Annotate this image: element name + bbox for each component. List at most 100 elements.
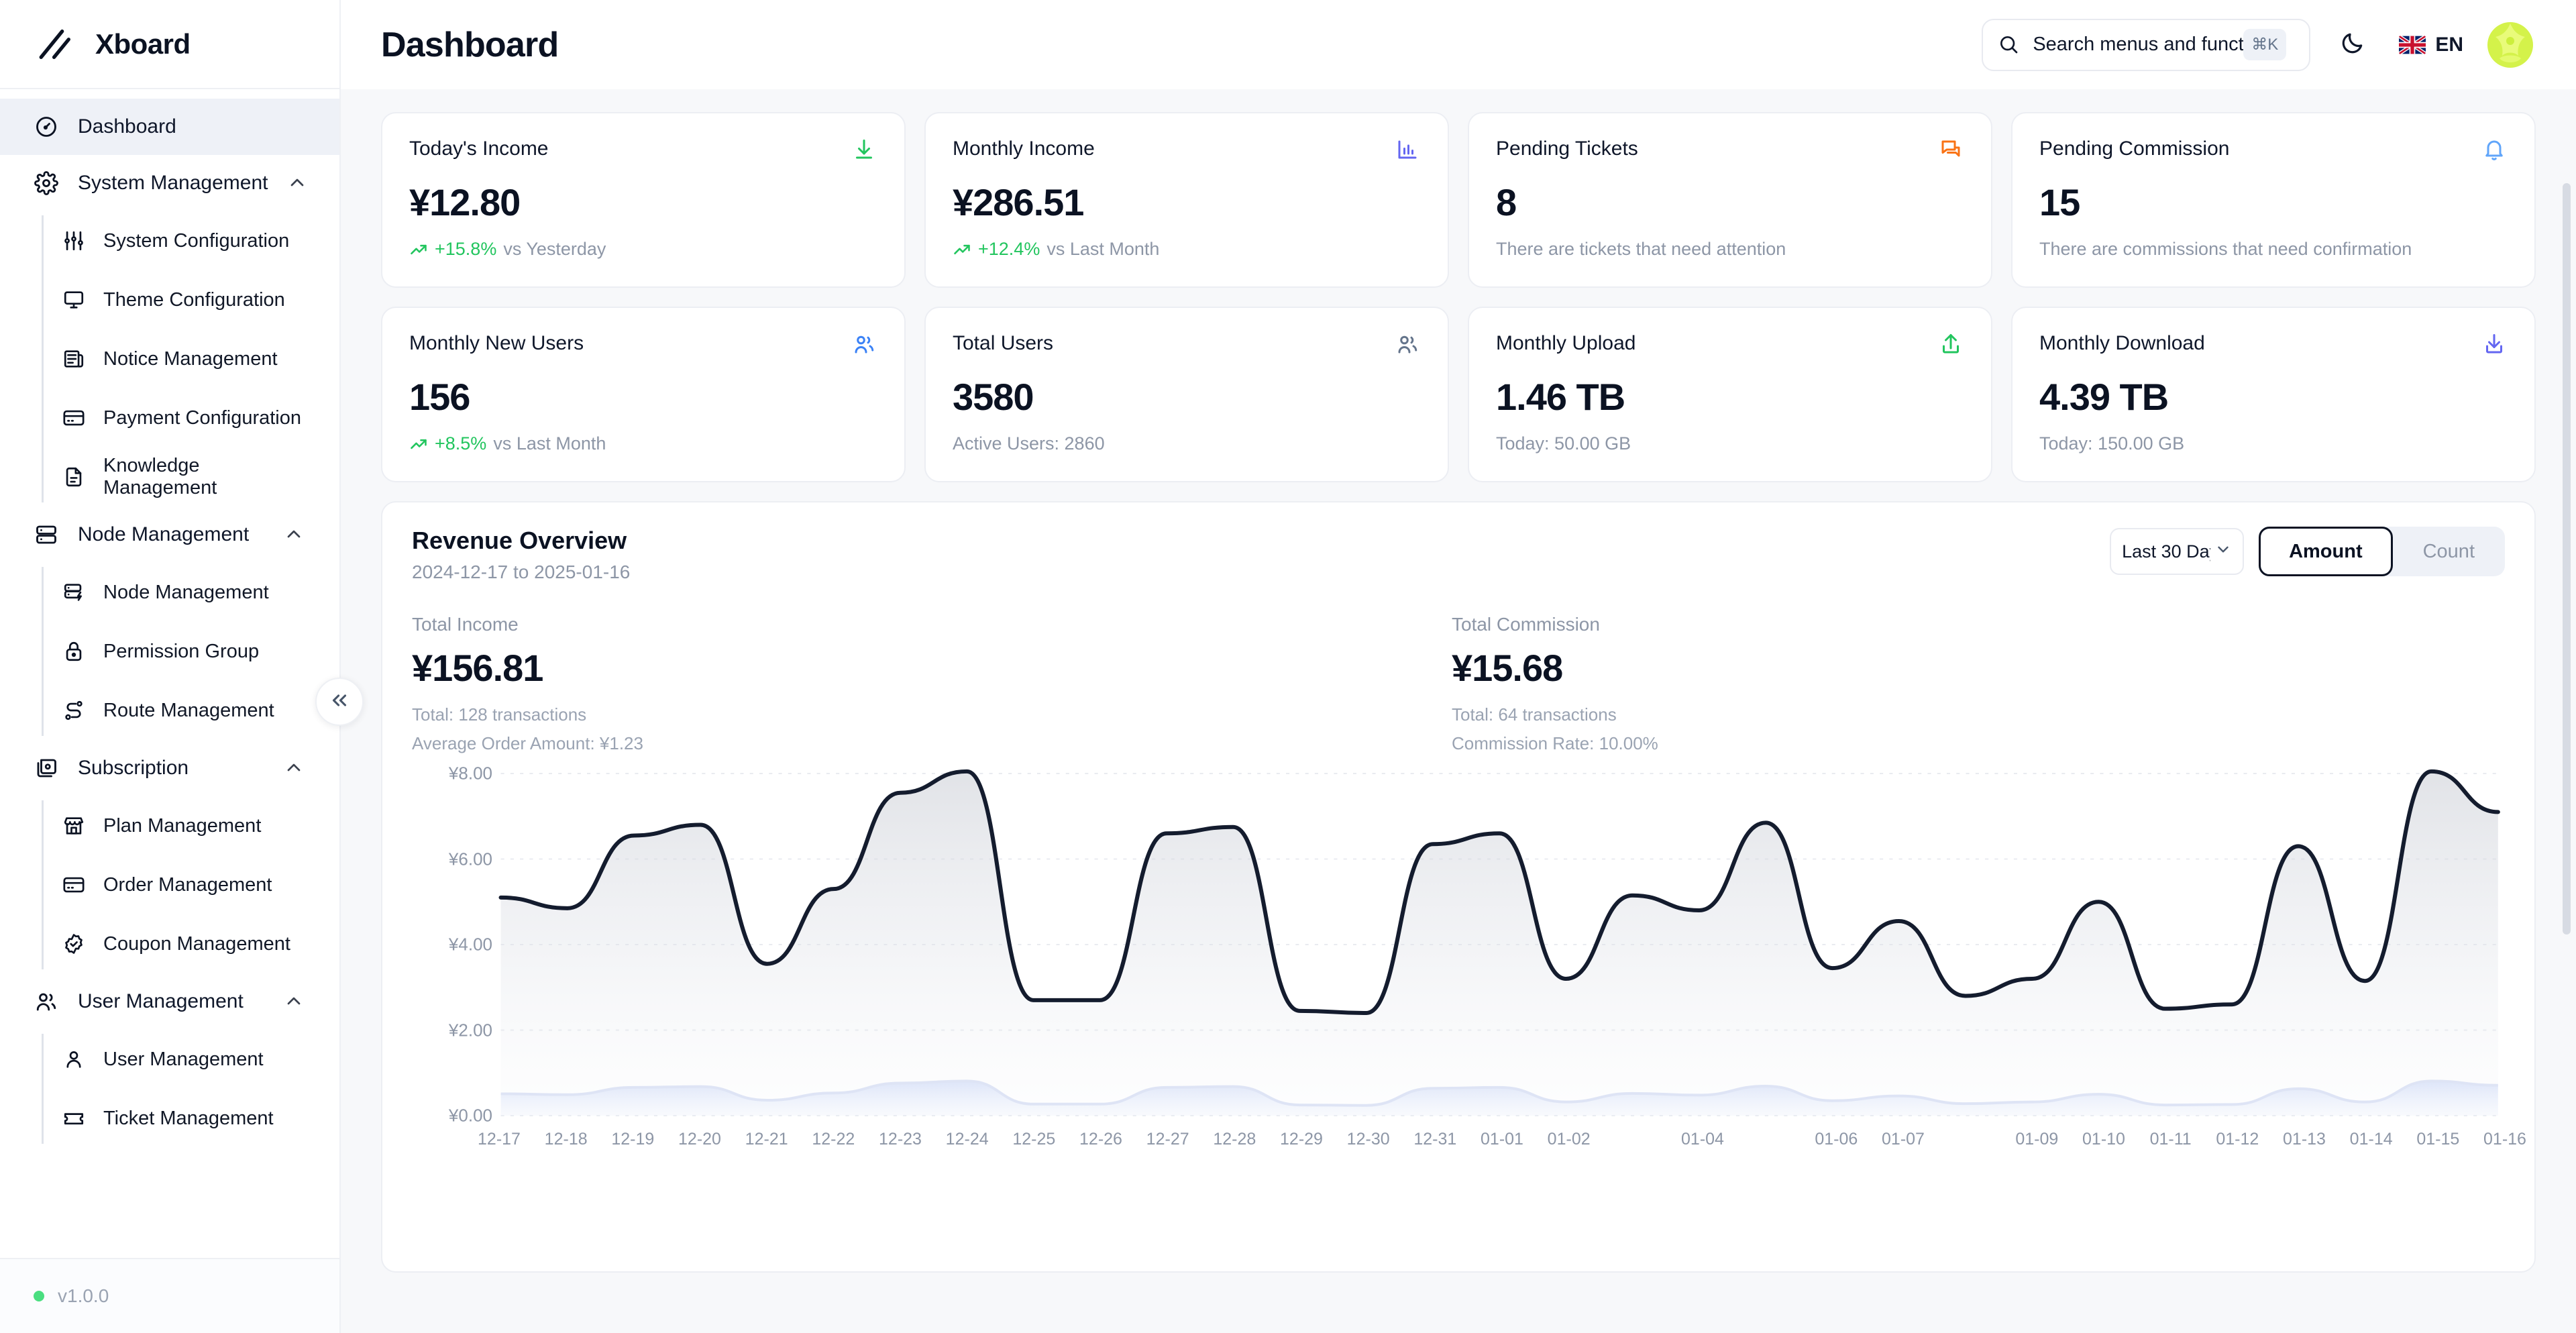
brand-name: Xboard: [95, 28, 191, 60]
trend-suffix: vs Yesterday: [503, 239, 606, 259]
chart-x-tick: 12-17: [478, 1130, 521, 1149]
range-select[interactable]: Last 30 Days: [2110, 528, 2245, 575]
card-value: 156: [409, 376, 470, 418]
sidebar-group-user-management[interactable]: User Management: [0, 973, 339, 1030]
stat-card-monthly-income[interactable]: Monthly Income ¥286.51 +12.4% vs Last Mo…: [924, 112, 1449, 288]
store-icon: [62, 814, 86, 838]
language-switcher[interactable]: EN: [2395, 34, 2467, 56]
revenue-totals: Total Income ¥156.81 Total: 128 transact…: [412, 614, 2505, 754]
lock-icon: [62, 639, 86, 663]
sidebar-item-payment-configuration[interactable]: Payment Configuration: [0, 388, 339, 447]
trend-suffix: vs Last Month: [493, 433, 606, 454]
sidebar-item-system-configuration[interactable]: System Configuration: [0, 211, 339, 270]
avatar[interactable]: [2486, 20, 2534, 69]
chart-x-tick: 01-11: [2149, 1130, 2192, 1149]
main-area: Dashboard Search menus and functions ⌘K: [341, 0, 2576, 1333]
sidebar-group-label: System Management: [78, 172, 268, 194]
card-subtext: There are tickets that need attention: [1496, 239, 1786, 259]
stat-card-total-users[interactable]: Total Users 3580 Active Users: 2860: [924, 307, 1449, 482]
badge-check-icon: [62, 932, 86, 956]
scrollbar-thumb[interactable]: [2563, 183, 2571, 935]
sidebar-group-system-management[interactable]: System Management: [0, 155, 339, 211]
trend-up-indicator: +8.5%: [409, 433, 486, 454]
card-value: ¥12.80: [409, 181, 521, 223]
chart-x-tick: 12-25: [1012, 1130, 1056, 1149]
tab-amount[interactable]: Amount: [2259, 527, 2393, 576]
revenue-date-range: 2024-12-17 to 2025-01-16: [412, 562, 631, 582]
sidebar-item-label: Dashboard: [78, 115, 176, 138]
stat-card-pending-tickets[interactable]: Pending Tickets 8 There are tickets that…: [1468, 112, 1992, 288]
chart-x-tick: 12-19: [611, 1130, 655, 1149]
sidebar-item-label: Node Management: [103, 581, 269, 603]
sidebar-nav: Dashboard System Management: [0, 89, 339, 1258]
card-value: 1.46 TB: [1496, 376, 1625, 418]
sidebar-item-label: User Management: [103, 1048, 264, 1070]
card-subtext: Active Users: 2860: [953, 433, 1105, 454]
metric-toggle: Amount Count: [2259, 527, 2505, 576]
sidebar-subgroup-node-management: Node Management Permission Group Route M…: [0, 563, 339, 740]
trend-up-indicator: +12.4%: [953, 239, 1040, 260]
sidebar-item-label: System Configuration: [103, 229, 290, 252]
sidebar-group-node-management[interactable]: Node Management: [0, 506, 339, 563]
newspaper-icon: [62, 347, 86, 371]
message-square-icon: [1939, 138, 1964, 163]
sidebar-item-label: Ticket Management: [103, 1107, 274, 1129]
chart-x-tick: 12-31: [1413, 1130, 1457, 1149]
sidebar-item-ticket-management[interactable]: Ticket Management: [0, 1089, 339, 1148]
chart-x-tick: 12-18: [544, 1130, 588, 1149]
page-scrollbar[interactable]: [2563, 183, 2571, 1324]
sidebar-item-user-management[interactable]: User Management: [0, 1030, 339, 1089]
sidebar-item-plan-management[interactable]: Plan Management: [0, 796, 339, 855]
sidebar-item-notice-management[interactable]: Notice Management: [0, 329, 339, 388]
card-value: ¥286.51: [953, 181, 1084, 223]
search-input[interactable]: Search menus and functions ⌘K: [1982, 18, 2311, 71]
stat-card-monthly-upload[interactable]: Monthly Upload 1.46 TB Today: 50.00 GB: [1468, 307, 1992, 482]
sidebar-item-permission-group[interactable]: Permission Group: [0, 622, 339, 681]
stat-card-monthly-new-users[interactable]: Monthly New Users 156 +8.5% vs Last Mont…: [381, 307, 906, 482]
tab-count[interactable]: Count: [2422, 540, 2475, 562]
card-value: 8: [1496, 181, 1517, 223]
sidebar-group-label: User Management: [78, 990, 244, 1012]
chart-x-tick: 12-22: [812, 1130, 855, 1149]
sidebar-collapse-button[interactable]: [315, 678, 364, 726]
theme-toggle-button[interactable]: [2329, 21, 2376, 68]
revenue-chart[interactable]: ¥0.00 ¥2.00 ¥4.00 ¥6.00 ¥8.00 12-17 12-18 12-1…: [412, 763, 2526, 1271]
total-income-block: Total Income ¥156.81 Total: 128 transact…: [412, 614, 1452, 754]
chart-y-axis: ¥0.00 ¥2.00 ¥4.00 ¥6.00 ¥8.00: [412, 763, 492, 1126]
card-value: 3580: [953, 376, 1034, 418]
total-commission-label: Total Commission: [1452, 614, 1600, 635]
chart-y-tick: ¥8.00: [448, 763, 492, 784]
sidebar-item-coupon-management[interactable]: Coupon Management: [0, 914, 339, 973]
sidebar-item-label: Notice Management: [103, 348, 278, 370]
sidebar-item-theme-configuration[interactable]: Theme Configuration: [0, 270, 339, 329]
chart-x-tick: 01-06: [1815, 1130, 1858, 1149]
sidebar-item-dashboard[interactable]: Dashboard: [0, 99, 339, 155]
chart-x-axis: 12-17 12-18 12-19 12-20 12-21 12-22 12-23 12-24…: [478, 1130, 2526, 1157]
subscription-icon: [34, 755, 59, 781]
chevron-up-icon: [283, 757, 306, 780]
stat-card-pending-commission[interactable]: Pending Commission 15 There are commissi…: [2011, 112, 2536, 288]
upload-icon: [1939, 332, 1964, 358]
revenue-panel-header: Revenue Overview 2024-12-17 to 2025-01-1…: [412, 527, 2505, 583]
total-commission-value: ¥15.68: [1452, 647, 1563, 689]
user-icon: [62, 1047, 86, 1071]
sidebar-item-order-management[interactable]: Order Management: [0, 855, 339, 914]
chart-x-tick: 01-14: [2349, 1130, 2393, 1149]
brand[interactable]: Xboard: [0, 0, 339, 89]
stat-card-monthly-download[interactable]: Monthly Download 4.39 TB Today: 150.00 G…: [2011, 307, 2536, 482]
card-title: Monthly Upload: [1496, 332, 1636, 354]
credit-card-icon: [62, 406, 86, 430]
uk-flag-icon: [2399, 35, 2426, 54]
revenue-title: Revenue Overview: [412, 527, 627, 554]
sidebar-item-knowledge-management[interactable]: Knowledge Management: [0, 447, 339, 506]
chart-y-tick: ¥6.00: [448, 849, 492, 869]
moon-icon: [2340, 30, 2365, 59]
sidebar-item-route-management[interactable]: Route Management: [0, 681, 339, 740]
stat-cards-row-1: Today's Income ¥12.80 +15.8% vs Yesterda…: [381, 112, 2536, 288]
chart-x-tick: 12-21: [745, 1130, 788, 1149]
sidebar-item-node-management[interactable]: Node Management: [0, 563, 339, 622]
chart-x-tick: 12-24: [945, 1130, 989, 1149]
stat-card-todays-income[interactable]: Today's Income ¥12.80 +15.8% vs Yesterda…: [381, 112, 906, 288]
sidebar-group-subscription[interactable]: Subscription: [0, 740, 339, 796]
gear-icon: [34, 170, 59, 196]
